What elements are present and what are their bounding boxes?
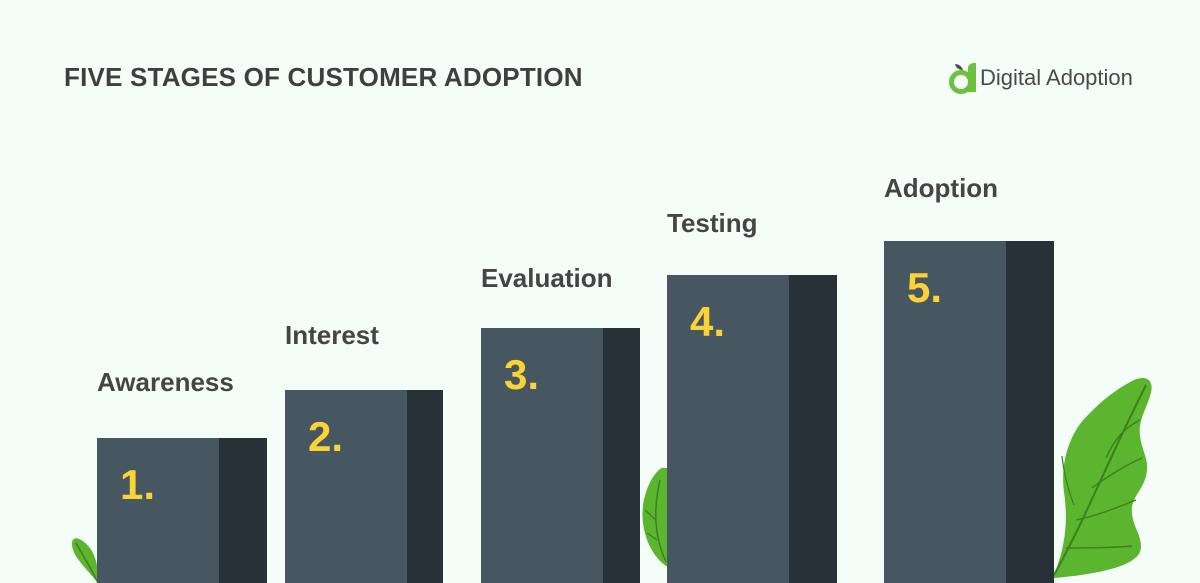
stage-4: Testing 4.: [667, 0, 837, 583]
page-title: FIVE STAGES OF CUSTOMER ADOPTION: [64, 62, 583, 92]
digital-adoption-logo-icon: [949, 63, 976, 94]
stage-label: Adoption: [884, 173, 999, 203]
brand-logo: Digital Adoption: [949, 60, 1133, 96]
stage-label: Interest: [285, 320, 379, 350]
stage-bar: 4.: [667, 275, 837, 583]
stage-bar: 2.: [285, 390, 443, 583]
stage-number: 2.: [308, 413, 344, 460]
stage-number: 5.: [907, 264, 943, 311]
stage-3: Evaluation 3.: [481, 0, 651, 583]
stage-5: Adoption 5.: [884, 0, 1054, 583]
stage-label: Awareness: [97, 367, 234, 397]
stage-bar: 3.: [481, 328, 640, 583]
stage-1: Awareness 1.: [97, 0, 267, 583]
stage-label: Evaluation: [481, 263, 613, 293]
leaf-icon: [1053, 377, 1152, 578]
leaf-icon: [72, 538, 99, 583]
stage-bar: 5.: [884, 241, 1054, 583]
stage-bar: 1.: [97, 438, 267, 583]
stage-label: Testing: [667, 208, 758, 238]
stage-number: 3.: [504, 351, 540, 398]
stage-2: Interest 2.: [285, 0, 455, 583]
leaf-icon: [642, 468, 668, 566]
brand-name: Digital Adoption: [980, 65, 1133, 90]
stage-number: 1.: [120, 461, 156, 508]
stage-number: 4.: [690, 298, 726, 345]
